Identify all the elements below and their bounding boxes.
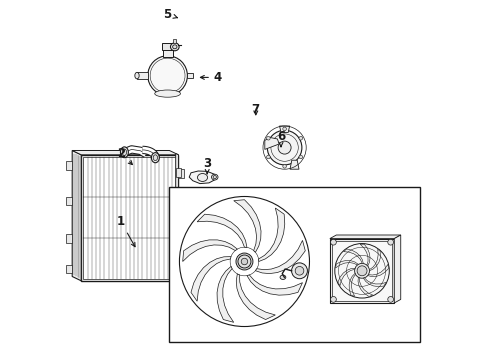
Polygon shape — [369, 249, 381, 271]
Bar — [187, 73, 193, 78]
Polygon shape — [259, 208, 285, 261]
Polygon shape — [72, 150, 178, 155]
Polygon shape — [247, 275, 302, 295]
Bar — [163, 49, 172, 57]
Polygon shape — [66, 161, 72, 170]
Polygon shape — [364, 278, 386, 287]
Ellipse shape — [172, 45, 177, 49]
Polygon shape — [336, 261, 358, 268]
Text: 1: 1 — [117, 215, 135, 247]
Ellipse shape — [153, 155, 157, 161]
Polygon shape — [183, 240, 237, 261]
Polygon shape — [189, 171, 215, 184]
Circle shape — [241, 258, 248, 265]
Polygon shape — [178, 264, 184, 273]
Polygon shape — [360, 244, 370, 266]
Circle shape — [299, 155, 303, 159]
Polygon shape — [66, 197, 72, 205]
Polygon shape — [66, 265, 72, 273]
Circle shape — [283, 165, 286, 168]
Circle shape — [267, 136, 270, 140]
Text: 2: 2 — [117, 147, 132, 165]
Circle shape — [331, 239, 336, 245]
Bar — [162, 43, 173, 50]
Polygon shape — [394, 235, 401, 303]
Ellipse shape — [151, 153, 159, 163]
Polygon shape — [358, 277, 373, 297]
Bar — [170, 187, 419, 342]
Polygon shape — [178, 213, 184, 222]
Text: 7: 7 — [252, 103, 260, 116]
Circle shape — [283, 127, 286, 131]
Ellipse shape — [135, 72, 139, 79]
Polygon shape — [176, 168, 181, 177]
Polygon shape — [72, 150, 81, 281]
Polygon shape — [66, 234, 72, 243]
Circle shape — [238, 255, 251, 268]
Text: 4: 4 — [200, 71, 222, 84]
Circle shape — [278, 141, 291, 154]
Bar — [81, 155, 178, 281]
Text: 3: 3 — [203, 157, 211, 174]
Bar — [330, 239, 394, 303]
Circle shape — [388, 239, 393, 245]
Polygon shape — [265, 138, 279, 149]
Polygon shape — [176, 153, 178, 281]
Circle shape — [236, 253, 253, 270]
Polygon shape — [330, 235, 401, 239]
Ellipse shape — [122, 149, 126, 156]
Polygon shape — [280, 126, 290, 132]
Polygon shape — [290, 160, 299, 169]
Ellipse shape — [213, 175, 217, 179]
Circle shape — [292, 263, 307, 279]
Polygon shape — [191, 257, 231, 301]
Bar — [83, 157, 176, 279]
Ellipse shape — [171, 43, 179, 51]
Polygon shape — [368, 264, 389, 276]
Circle shape — [268, 130, 302, 165]
Ellipse shape — [155, 90, 180, 97]
Ellipse shape — [280, 275, 286, 279]
Text: 5: 5 — [164, 8, 177, 21]
Circle shape — [299, 136, 303, 140]
Circle shape — [388, 297, 393, 302]
Polygon shape — [197, 214, 247, 247]
Ellipse shape — [121, 147, 128, 158]
Circle shape — [267, 155, 270, 159]
Polygon shape — [338, 268, 355, 286]
Polygon shape — [343, 249, 364, 264]
Ellipse shape — [197, 174, 208, 181]
Circle shape — [357, 266, 367, 276]
Bar — [173, 39, 176, 43]
Polygon shape — [176, 212, 181, 221]
Circle shape — [148, 56, 187, 95]
Polygon shape — [178, 170, 184, 178]
Ellipse shape — [212, 174, 218, 180]
Polygon shape — [234, 200, 261, 252]
Bar — [137, 72, 148, 79]
Circle shape — [295, 266, 304, 275]
Polygon shape — [176, 262, 181, 271]
Circle shape — [355, 264, 369, 278]
Bar — [332, 241, 392, 301]
Circle shape — [331, 297, 336, 302]
Polygon shape — [255, 240, 305, 274]
Text: 6: 6 — [277, 130, 285, 147]
Polygon shape — [349, 273, 356, 296]
Polygon shape — [217, 266, 234, 322]
Polygon shape — [236, 274, 275, 320]
